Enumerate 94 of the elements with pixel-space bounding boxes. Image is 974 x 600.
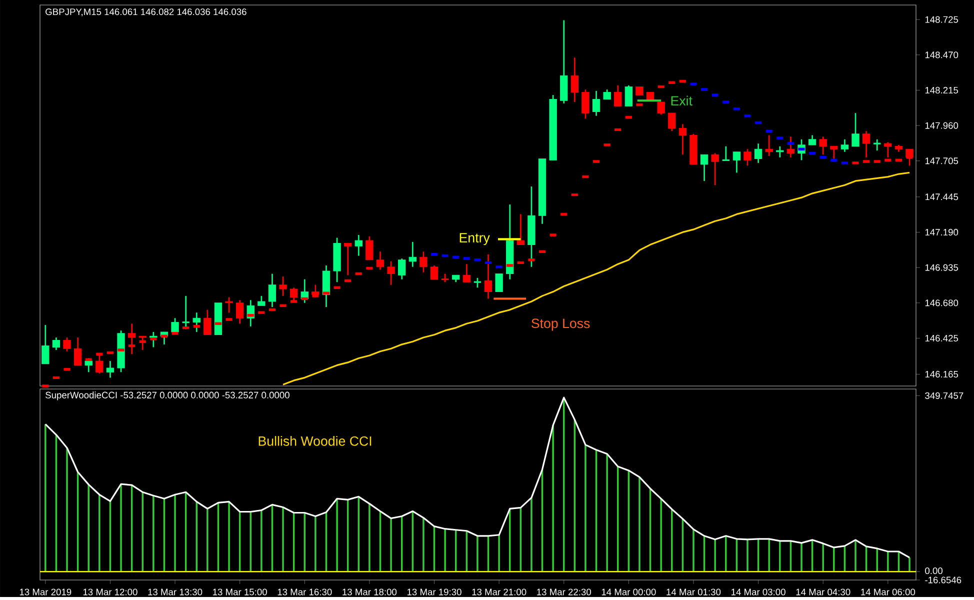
candlestick [872, 138, 882, 152]
candlestick [862, 130, 870, 158]
candlestick [192, 312, 200, 333]
candlestick [181, 295, 190, 330]
candlestick [290, 287, 298, 302]
y-tick-label: 147.705 [925, 158, 958, 164]
candlestick [840, 138, 849, 153]
candlestick [63, 336, 71, 352]
y-tick-label: 148.215 [925, 87, 958, 94]
candlestick [732, 151, 741, 174]
candlestick [204, 309, 212, 336]
candlestick [171, 318, 179, 334]
candlestick [398, 258, 406, 280]
candlestick [322, 264, 330, 308]
x-tick-label: 13 Mar 2019 [20, 588, 72, 596]
candlestick [106, 360, 114, 378]
x-tick-label: 13 Mar 21:00 [472, 588, 526, 596]
candlestick [592, 90, 600, 117]
candlestick [484, 254, 492, 300]
candlestick [819, 136, 827, 156]
y-tick-label: 147.960 [925, 122, 958, 129]
candlestick [354, 234, 362, 257]
candlestick [408, 241, 416, 268]
y-tick-label: 146.680 [925, 300, 958, 306]
x-tick-label: 13 Mar 15:00 [213, 588, 267, 596]
candlestick [786, 136, 795, 158]
candlestick [744, 148, 752, 167]
candlestick [495, 274, 503, 292]
candlestick [420, 251, 428, 274]
candlestick [765, 134, 773, 157]
candlestick [678, 124, 687, 156]
x-tick-label: 14 Mar 00:00 [602, 588, 656, 596]
candlestick [570, 57, 579, 103]
candlestick [830, 146, 838, 160]
candlestick [42, 324, 50, 365]
ref-line-label: Stop Loss [532, 318, 590, 331]
candlestick [344, 242, 352, 276]
y-tick-label: 349.7457 [925, 392, 964, 400]
candlestick [582, 88, 590, 120]
candlestick [96, 354, 104, 374]
candlestick [657, 101, 665, 116]
candlestick [52, 336, 60, 351]
candlestick [603, 88, 611, 100]
candlestick [138, 336, 146, 351]
ref-line-label: Entry [460, 233, 490, 246]
x-tick-label: 14 Mar 04:30 [796, 588, 850, 596]
candlestick [430, 264, 438, 280]
candlestick [279, 276, 287, 297]
y-tick-label: 146.165 [925, 371, 958, 378]
y-tick-label: 147.190 [925, 229, 958, 236]
candlestick [711, 152, 719, 186]
candlestick [225, 296, 233, 314]
y-tick-label: 146.425 [925, 335, 958, 342]
candlestick [624, 84, 633, 107]
ref-line-label: Exit [671, 96, 692, 106]
candlestick [387, 260, 395, 286]
candlestick [84, 358, 92, 373]
candlestick [614, 84, 622, 107]
candlestick [700, 154, 708, 182]
y-tick-label: 148.725 [925, 16, 958, 23]
x-tick-label: 13 Mar 16:30 [278, 588, 332, 596]
y-tick-label: 147.445 [925, 194, 958, 200]
candlestick [668, 112, 676, 132]
candlestick [268, 273, 276, 308]
x-tick-label: 13 Mar 13:30 [148, 588, 202, 596]
candlestick [128, 323, 136, 355]
candlestick [258, 295, 266, 306]
candlestick [516, 214, 525, 246]
y-tick-label: 146.935 [925, 264, 958, 271]
x-tick-label: 13 Mar 12:00 [83, 588, 138, 596]
candlestick [376, 251, 384, 270]
candlestick [366, 236, 374, 261]
candlestick [236, 300, 244, 324]
y-tick-label: -16.6546 [925, 576, 962, 584]
y-tick-label: 0.00 [925, 568, 943, 574]
candlestick [462, 264, 470, 283]
candlestick [754, 142, 762, 164]
chart-title: SuperWoodieCCI -53.2527 0.0000 0.0000 -53.2527 0.0000 [46, 392, 290, 400]
x-tick-label: 13 Mar 19:30 [407, 588, 462, 596]
x-tick-label: 13 Mar 22:30 [537, 588, 591, 596]
annotation: Bullish Woodie CCI [258, 436, 372, 446]
candlestick [473, 277, 482, 288]
candlestick [884, 142, 892, 158]
candlestick [312, 284, 320, 298]
chart-title: GBPJPY,M15 146.061 146.082 146.036 146.036 [46, 8, 246, 16]
candlestick [74, 336, 82, 366]
candlestick [776, 146, 784, 158]
x-tick-label: 14 Mar 03:00 [732, 588, 786, 596]
y-tick-label: 148.470 [925, 52, 958, 58]
x-tick-label: 14 Mar 06:00 [861, 588, 916, 596]
candlestick [852, 112, 860, 148]
candlestick [722, 146, 730, 162]
x-tick-label: 14 Mar 01:30 [666, 588, 721, 596]
x-tick-label: 13 Mar 18:00 [342, 588, 397, 596]
